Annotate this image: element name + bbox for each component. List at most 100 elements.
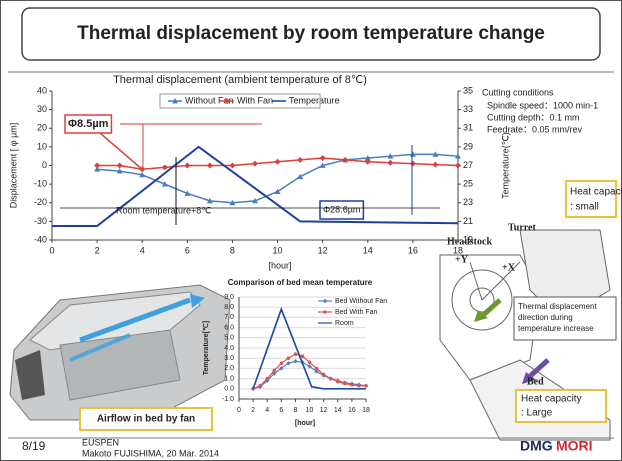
x-axis-label: [hour] (268, 260, 291, 270)
y-tick-label: 9.0 (224, 294, 234, 301)
legend-label: Temperature (289, 95, 340, 105)
marker (308, 361, 312, 365)
note: Heat capacity (521, 394, 582, 405)
marker (357, 384, 361, 388)
y2-tick-label: 29 (463, 141, 473, 151)
y-tick-label: -30 (34, 216, 47, 226)
marker (273, 369, 277, 373)
x-tick-label: 16 (408, 245, 418, 255)
page-number: 8/19 (22, 439, 46, 453)
x-tick-label: 2 (95, 245, 100, 255)
note: temperature increase (518, 324, 594, 333)
page: Thermal displacement by room temperature… (0, 0, 622, 461)
marker (322, 373, 326, 377)
x-tick-label: 0 (49, 245, 54, 255)
slide: Thermal displacement by room temperature… (0, 0, 622, 461)
y-tick-label: 6.0 (224, 324, 234, 331)
label: Turret (508, 222, 536, 233)
y-tick-label: 0 (42, 160, 47, 170)
y-tick-label: 0.0 (224, 386, 234, 393)
y-tick-label: 3.0 (224, 355, 234, 362)
y-tick-label: -1.0 (222, 396, 234, 403)
x-tick-label: 4 (140, 245, 145, 255)
logo: MORI (556, 438, 593, 454)
author: Makoto FUJISHIMA, 20 Mar. 2014 (82, 448, 219, 458)
y-tick-label: 7.0 (224, 314, 234, 321)
slide-title: Thermal displacement by room temperature… (77, 23, 545, 44)
y2-tick-label: 23 (463, 197, 473, 207)
y2-tick-label: 25 (463, 179, 473, 189)
chart-title: Comparison of bed mean temperature (228, 278, 373, 287)
condition: Cutting depth：0.1 mm (487, 112, 580, 122)
x-tick-label: 4 (265, 407, 269, 414)
marker (343, 382, 347, 386)
note: : small (570, 202, 599, 213)
x-axis-label: [hour] (295, 420, 315, 427)
x-tick-label: 18 (362, 407, 370, 414)
y2-tick-label: 31 (463, 123, 473, 133)
condition: Spindle speed：1000 min-1 (487, 100, 598, 110)
x-tick-label: 8 (293, 407, 297, 414)
y-tick-label: 10 (37, 141, 47, 151)
label: Bed (527, 376, 544, 387)
label: +Y (455, 254, 469, 265)
y-tick-label: 20 (37, 123, 47, 133)
y-tick-label: 40 (37, 85, 47, 95)
legend-label: Room (335, 320, 354, 327)
y-axis-label: Displacement [ φ µm] (8, 123, 18, 209)
marker (364, 384, 368, 388)
y-tick-label: 2.0 (224, 365, 234, 372)
logo: DMG (520, 438, 553, 454)
marker (301, 354, 305, 358)
annotation: Room temperature+8℃ (116, 205, 211, 215)
x-tick-label: 12 (320, 407, 328, 414)
y-tick-label: 30 (37, 104, 47, 114)
event: EUSPEN (82, 437, 119, 447)
y2-axis-label: Temperature(℃) (500, 132, 510, 199)
marker (315, 367, 319, 371)
note: : Large (521, 408, 553, 419)
x-tick-label: 18 (453, 245, 463, 255)
x-tick-label: 14 (363, 245, 373, 255)
marker (350, 383, 354, 387)
marker (265, 377, 269, 381)
x-tick-label: 6 (279, 407, 283, 414)
x-tick-label: 0 (237, 407, 241, 414)
x-tick-label: 2 (251, 407, 255, 414)
x-tick-label: 6 (185, 245, 190, 255)
y2-tick-label: 27 (463, 160, 473, 170)
marker (323, 310, 327, 314)
note: Heat capacity (570, 187, 622, 198)
y2-tick-label: 35 (463, 85, 473, 95)
chart-title: Thermal displacement (ambient temperatur… (113, 74, 367, 86)
conditions-heading: Cutting conditions (482, 87, 554, 97)
legend-label: With Fan (237, 95, 273, 105)
marker (280, 362, 284, 366)
marker (294, 352, 298, 356)
x-tick-label: 14 (334, 407, 342, 414)
x-tick-label: 16 (348, 407, 356, 414)
y-tick-label: -20 (34, 197, 47, 207)
marker (258, 384, 262, 388)
x-tick-label: 8 (230, 245, 235, 255)
note: Thermal displacement (518, 302, 597, 311)
y2-tick-label: 19 (463, 234, 473, 244)
y-tick-label: 5.0 (224, 335, 234, 342)
y-tick-label: 1.0 (224, 375, 234, 382)
airflow-caption: Airflow in bed by fan (97, 414, 195, 425)
marker (287, 356, 291, 360)
annotation: Φ8.5µm (68, 118, 109, 130)
y-tick-label: -40 (34, 234, 47, 244)
y2-tick-label: 33 (463, 104, 473, 114)
y-tick-label: -10 (34, 179, 47, 189)
y2-tick-label: 21 (463, 216, 473, 226)
legend-label: Bed With Fan (335, 309, 378, 316)
x-tick-label: 10 (273, 245, 283, 255)
legend-label: Bed Without Fan (335, 298, 387, 305)
note: direction during (518, 313, 573, 322)
marker (329, 377, 333, 381)
y-axis-label: Temperature[℃] (202, 321, 210, 375)
label: +X (502, 262, 516, 273)
x-tick-label: 12 (318, 245, 328, 255)
annotation: Φ28.6µm (323, 204, 360, 214)
